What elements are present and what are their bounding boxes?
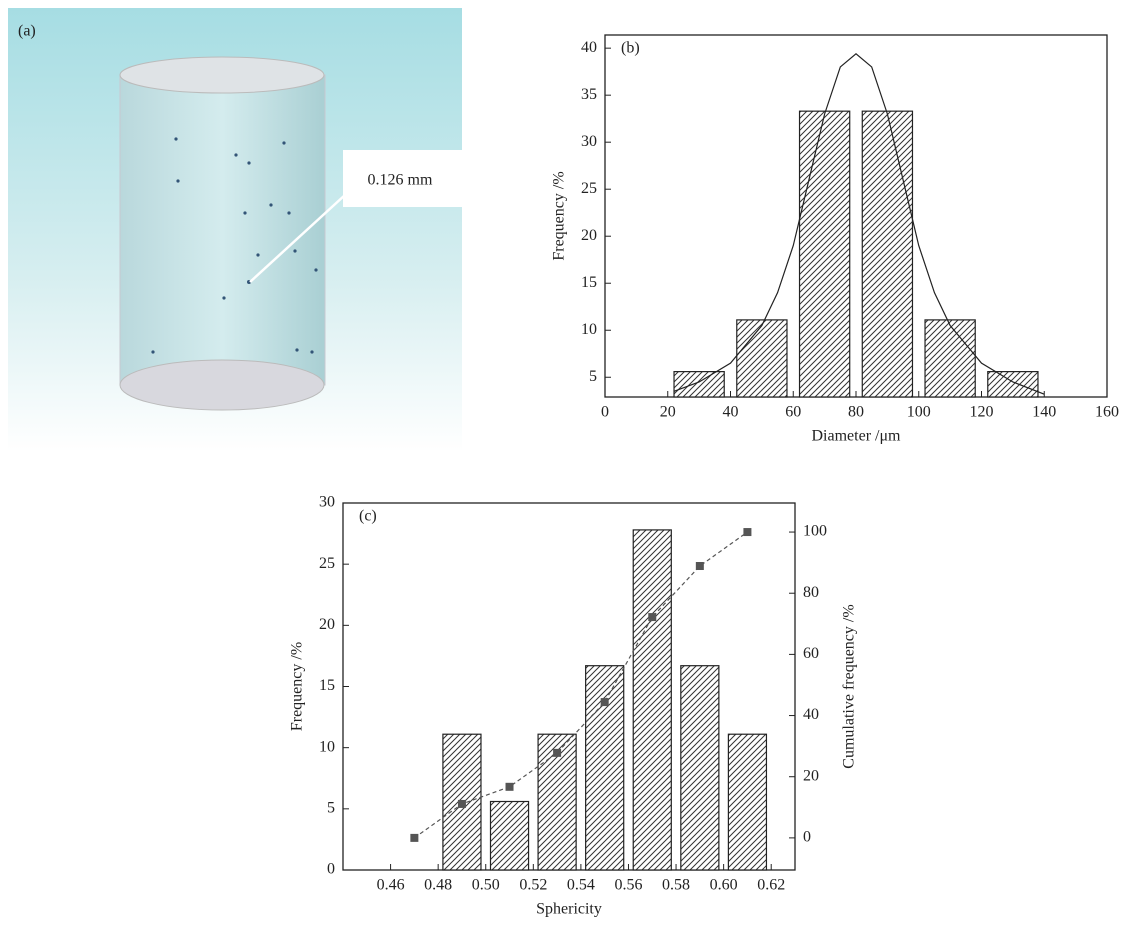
y2-tick-label: 60 [803, 645, 819, 662]
cylinder-top [120, 57, 324, 93]
y-tick-label: 5 [327, 800, 335, 817]
y-tick-label: 25 [581, 180, 597, 197]
bar [681, 666, 719, 870]
x-tick-label: 60 [785, 404, 801, 421]
fit-curve [674, 54, 1044, 394]
cumulative-marker [743, 528, 751, 536]
cumulative-marker [601, 698, 609, 706]
cylinder-body [120, 75, 325, 385]
y-tick-label: 20 [581, 227, 597, 244]
x-tick-label: 0.54 [567, 877, 595, 894]
x-tick-label: 20 [660, 404, 676, 421]
bar [728, 734, 766, 870]
y-tick-label: 10 [319, 738, 335, 755]
y-tick-label: 30 [581, 133, 597, 150]
y-tick-label: 15 [319, 677, 335, 694]
y-tick-label: 0 [327, 861, 335, 878]
y-tick-label: 30 [319, 494, 335, 511]
y-tick-label: 25 [319, 555, 335, 572]
bar [490, 801, 528, 870]
panel-label: (c) [359, 508, 377, 525]
annotation: 0.126 mm [368, 172, 433, 189]
x-tick-label: 0.60 [710, 877, 738, 894]
x-tick-label: 0.58 [662, 877, 690, 894]
x-tick-label: 0.62 [757, 877, 785, 894]
cumulative-marker [553, 749, 561, 757]
x-tick-label: 0.52 [519, 877, 547, 894]
bar [925, 320, 975, 397]
panel-label: (a) [18, 23, 36, 40]
x-tick-label: 0.46 [377, 877, 405, 894]
panel-label: (b) [621, 40, 640, 57]
cumulative-marker [458, 800, 466, 808]
cumulative-marker [648, 613, 656, 621]
panel-a: 0.126 mm (a) [8, 8, 462, 452]
x-tick-label: 100 [907, 404, 931, 421]
y2-tick-label: 20 [803, 767, 819, 784]
y-tick-label: 20 [319, 616, 335, 633]
bar [586, 666, 624, 870]
y-tick-label: 5 [589, 368, 597, 385]
bar [988, 372, 1038, 397]
cumulative-marker [506, 783, 514, 791]
y2-tick-label: 40 [803, 706, 819, 723]
x-tick-label: 140 [1032, 404, 1056, 421]
cumulative-marker [696, 562, 704, 570]
cumulative-marker [410, 834, 418, 842]
x-tick-label: 80 [848, 404, 864, 421]
bar [633, 530, 671, 870]
y-tick-label: 40 [581, 39, 597, 56]
y2-axis-label: Cumulative frequency /% [841, 604, 858, 768]
x-tick-label: 0 [601, 404, 609, 421]
bar [800, 111, 850, 397]
x-tick-label: 0.48 [424, 877, 452, 894]
bar [862, 111, 912, 397]
figure: 0.126 mm (a) 020406080100120140160510152… [0, 0, 1133, 928]
plot-frame [605, 35, 1107, 397]
y-tick-label: 35 [581, 86, 597, 103]
y2-tick-label: 80 [803, 584, 819, 601]
y-axis-label: Frequency /% [551, 171, 568, 260]
y-tick-label: 15 [581, 274, 597, 291]
x-axis-label: Sphericity [536, 901, 602, 918]
x-axis-label: Diameter /μm [812, 428, 902, 445]
y2-tick-label: 0 [803, 829, 811, 846]
bar [674, 372, 724, 397]
bar [737, 320, 787, 397]
x-tick-label: 0.50 [472, 877, 500, 894]
y-axis-label: Frequency /% [289, 642, 306, 731]
cylinder-bottom [120, 360, 324, 410]
x-tick-label: 160 [1095, 404, 1119, 421]
x-tick-label: 0.56 [614, 877, 642, 894]
y-tick-label: 10 [581, 321, 597, 338]
y2-tick-label: 100 [803, 523, 827, 540]
x-tick-label: 120 [970, 404, 994, 421]
x-tick-label: 40 [723, 404, 739, 421]
